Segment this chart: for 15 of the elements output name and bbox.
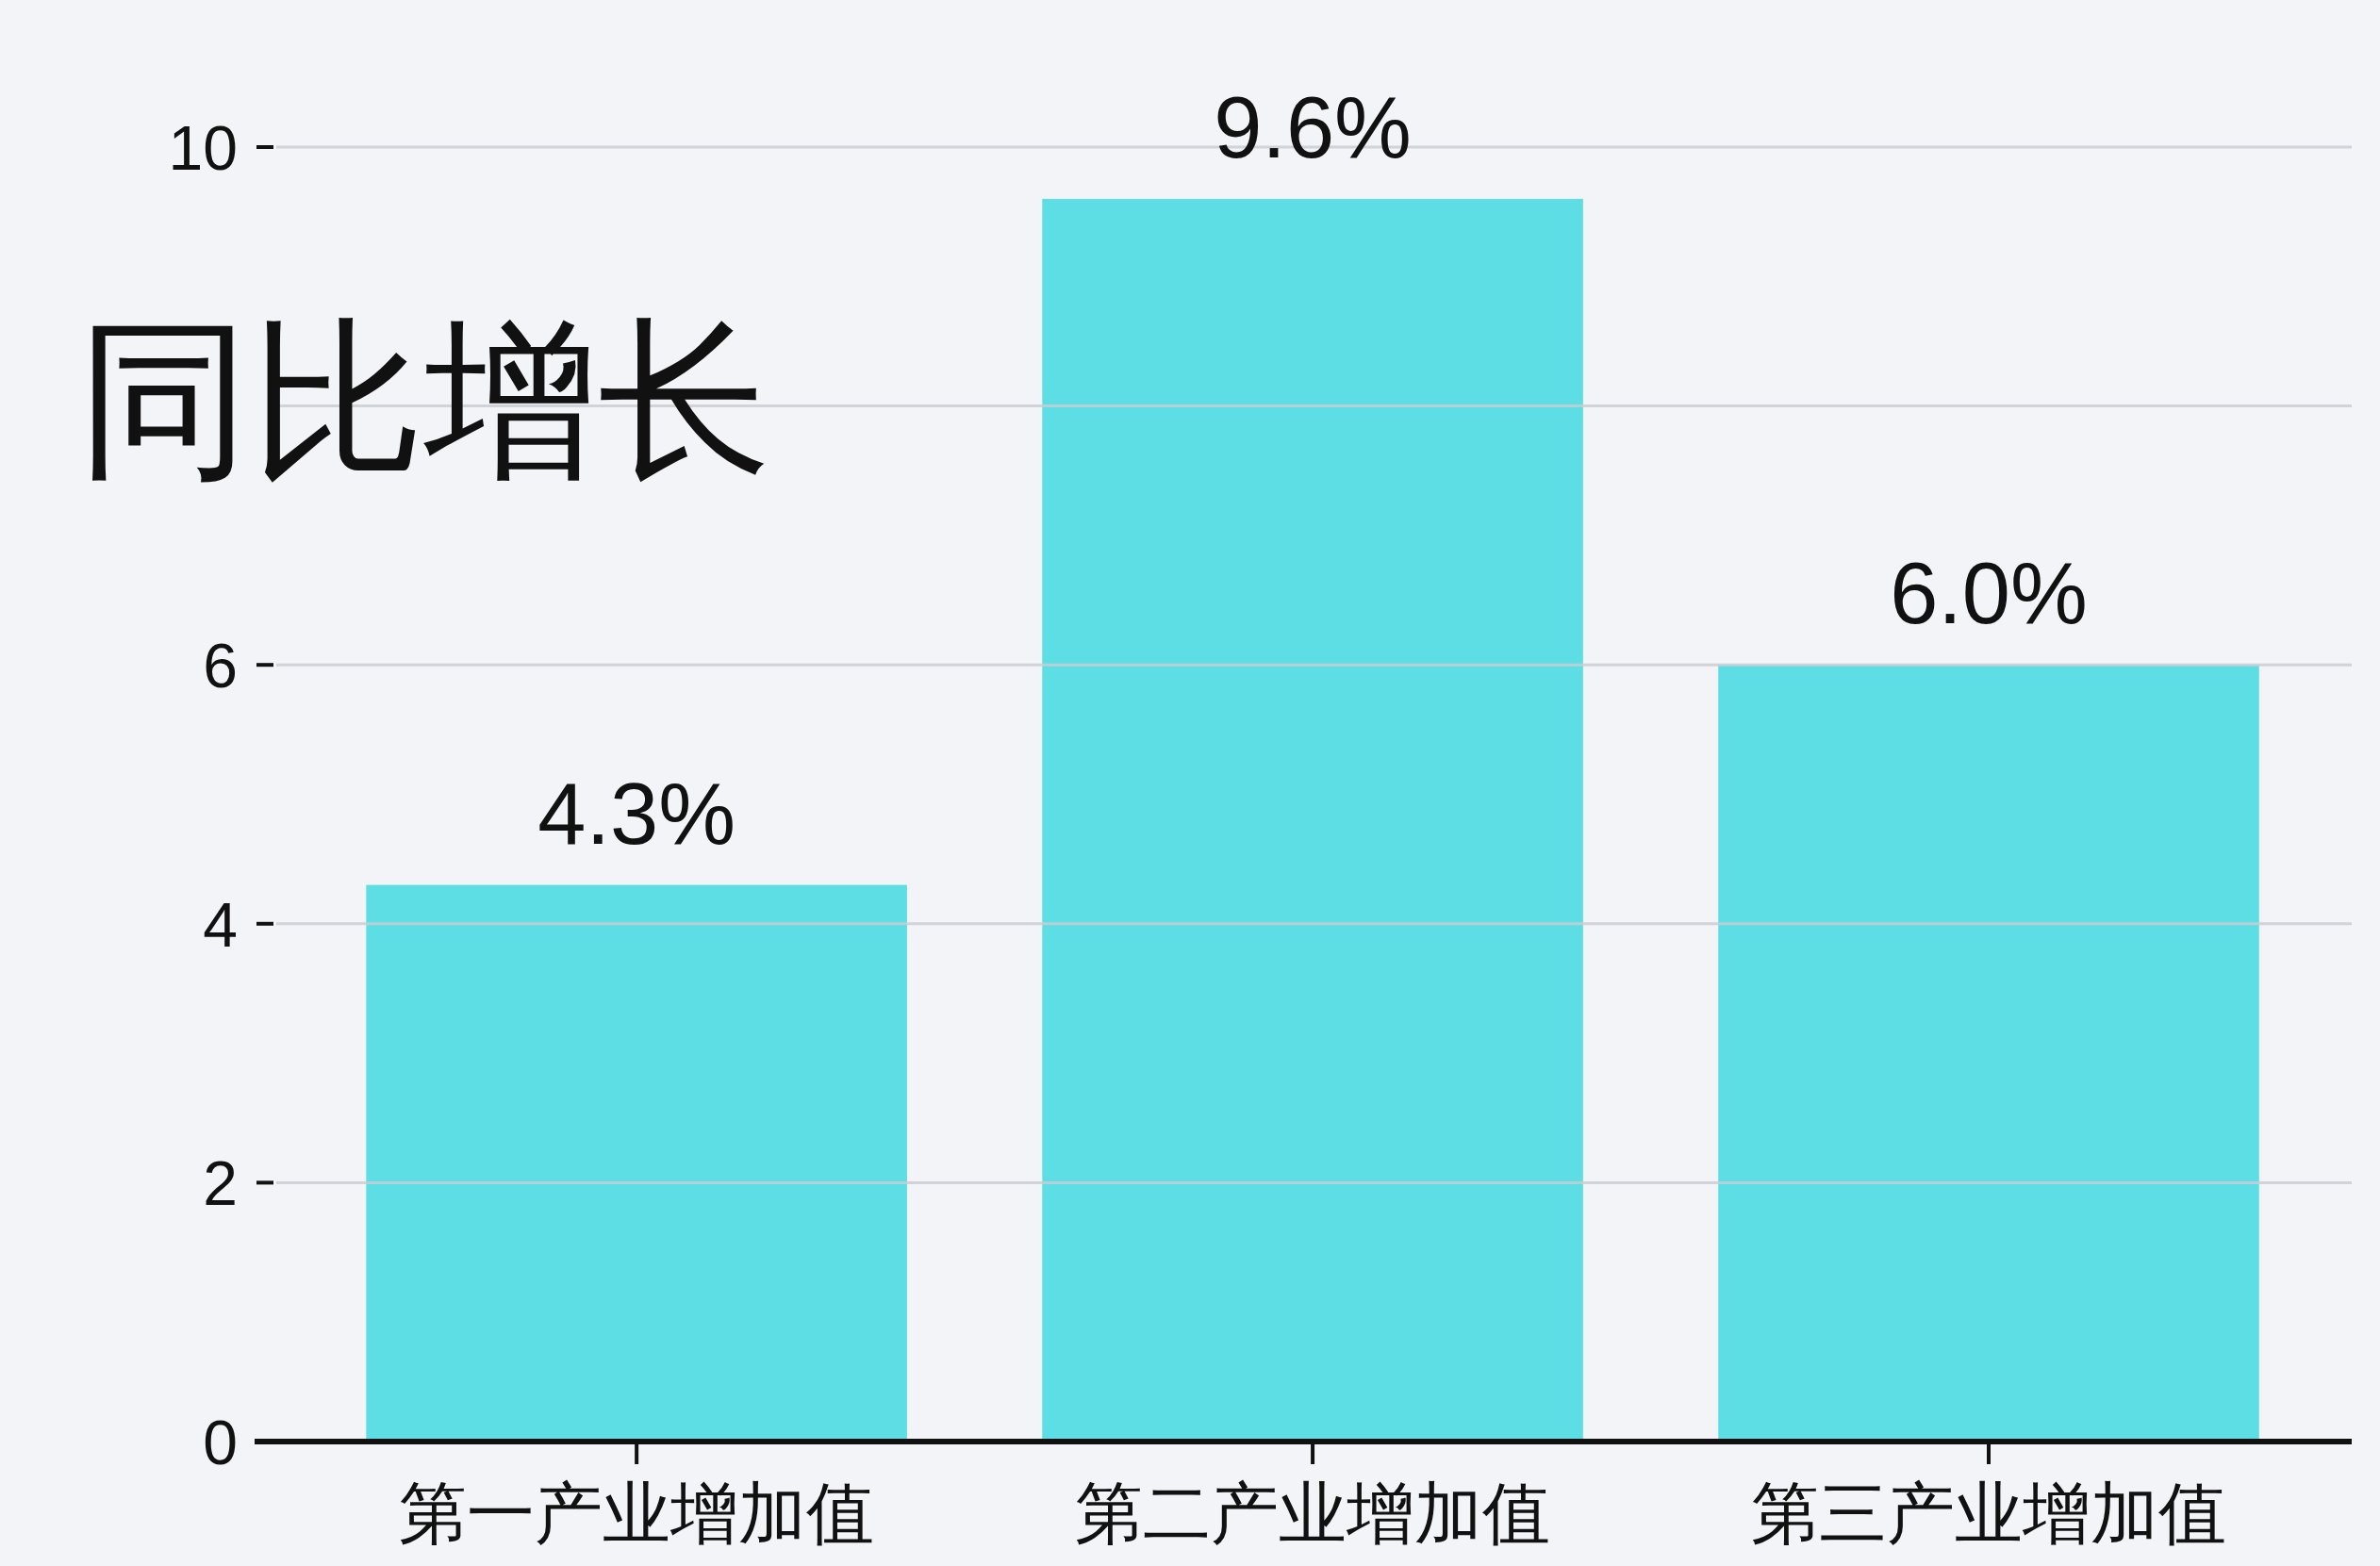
y-tick-label: 6 — [203, 631, 238, 701]
data-label: 6.0% — [1890, 545, 2088, 642]
x-tick-label: 第二产业增加值 — [1075, 1475, 1551, 1551]
y-axis-title: 同比增长 — [77, 303, 771, 497]
x-tick-label: 第一产业增加值 — [399, 1475, 875, 1551]
x-tick-label: 第三产业增加值 — [1751, 1475, 2226, 1551]
y-tick-label: 10 — [168, 113, 238, 183]
bar — [1042, 198, 1583, 1442]
data-label: 4.3% — [537, 765, 735, 862]
y-tick-label: 2 — [203, 1148, 238, 1219]
y-tick-label: 0 — [203, 1408, 238, 1477]
bar — [366, 884, 907, 1442]
bar — [1718, 665, 2259, 1442]
data-label: 9.6% — [1214, 78, 1412, 175]
y-tick-label: 4 — [203, 889, 238, 960]
